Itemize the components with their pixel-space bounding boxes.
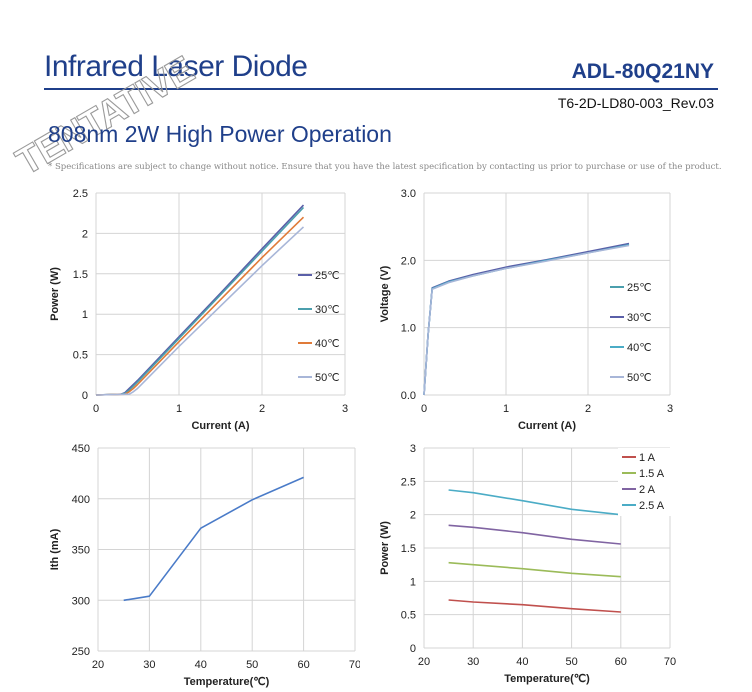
y-tick-label: 0 [82,390,88,402]
series-line [423,244,630,396]
y-tick-label: 1 [82,309,88,321]
y-tick-label: 0.5 [401,610,416,622]
y-tick-label: 1.5 [401,543,416,555]
doc-number: T6-2D-LD80-003_Rev.03 [557,95,714,111]
series-line [123,476,304,602]
x-tick-label: 20 [92,659,104,671]
y-axis-label: Voltage (V) [379,265,391,322]
series-line [448,524,621,545]
part-number: ADL-80Q21NY [571,60,714,83]
voltage-current-chart: 0 1 2 3 0.0 1.0 2.0 3.0 Current (A) Voltage (V) 25… [379,188,673,432]
header-title: Infrared Laser Diode [44,50,308,83]
legend-label: 40℃ [627,342,652,354]
x-tick-label: 70 [349,659,360,671]
series-line [448,561,621,578]
y-tick-label: 350 [72,545,90,557]
legend-label: 25℃ [627,282,652,294]
y-axis-label: Ith (mA) [49,528,61,570]
series-line [448,489,621,516]
legend-label: 30℃ [627,312,652,324]
x-tick-label: 40 [516,656,528,668]
x-tick-label: 50 [246,659,258,671]
x-tick-label: 30 [467,656,479,668]
x-tick-label: 2 [585,403,591,415]
x-tick-label: 3 [342,403,348,415]
legend-label: 2 A [639,484,656,496]
series-line [448,599,621,613]
series-line [423,243,630,396]
ith-temperature-chart: 20 30 40 50 60 70 250 300 350 400 450 Temperature(℃… [49,443,360,688]
subtitle: 808nm 2W High Power Operation [48,121,392,147]
y-tick-label: 2 [410,510,416,522]
x-tick-label: 0 [421,403,427,415]
legend-label: 50℃ [627,372,652,384]
y-tick-label: 2 [82,228,88,240]
header-rule [44,88,718,90]
x-tick-label: 30 [143,659,155,671]
y-tick-label: 2.0 [401,255,416,267]
legend-label: 1.5 A [639,468,665,480]
legend-label: 1 A [639,452,656,464]
x-tick-label: 70 [664,656,676,668]
series-line [95,216,305,396]
y-tick-label: 3.0 [401,188,416,200]
x-tick-label: 60 [615,656,627,668]
x-axis-label: Temperature(℃) [504,673,590,685]
series-line [423,244,630,396]
x-tick-label: 0 [93,403,99,415]
x-axis-label: Current (A) [518,420,576,432]
x-tick-label: 1 [176,403,182,415]
y-tick-label: 2.5 [73,188,88,200]
power-temperature-chart: 20 30 40 50 60 70 0 0.5 1 1.5 2 2.5 3 Temperature(℃) P… [379,443,676,685]
y-tick-label: 2.5 [401,476,416,488]
power-current-chart: 0 1 2 3 0 0.5 1 1.5 2 2.5 Current (A) Power (W) 25℃ 3… [49,188,348,432]
y-tick-label: 0.5 [73,350,88,362]
y-tick-label: 3 [410,443,416,455]
tentative-watermark: TENTATIVE [9,49,201,185]
legend-label: 2.5 A [639,500,665,512]
legend-label: 25℃ [315,270,340,282]
y-tick-label: 1.0 [401,323,416,335]
y-tick-label: 0.0 [401,390,416,402]
y-tick-label: 0 [410,643,416,655]
y-axis-label: Power (W) [379,521,391,575]
y-tick-label: 1 [410,576,416,588]
x-tick-label: 40 [195,659,207,671]
y-axis-label: Power (W) [49,267,61,321]
legend-label: 50℃ [315,372,340,384]
x-tick-label: 20 [418,656,430,668]
series-line [95,226,305,396]
x-axis-label: Current (A) [191,420,249,432]
x-tick-label: 60 [297,659,309,671]
legend-label: 30℃ [315,304,340,316]
x-tick-label: 1 [503,403,509,415]
series-line [95,206,305,396]
series-line [423,242,630,396]
x-tick-label: 50 [565,656,577,668]
y-tick-label: 450 [72,443,90,455]
y-tick-label: 300 [72,595,90,607]
y-tick-label: 400 [72,494,90,506]
x-tick-label: 3 [667,403,673,415]
y-tick-label: 1.5 [73,269,88,281]
legend-label: 40℃ [315,338,340,350]
disclaimer: * Specifications are subject to change w… [48,162,722,172]
x-tick-label: 2 [259,403,265,415]
x-axis-label: Temperature(℃) [184,676,270,688]
y-tick-label: 250 [72,646,90,658]
